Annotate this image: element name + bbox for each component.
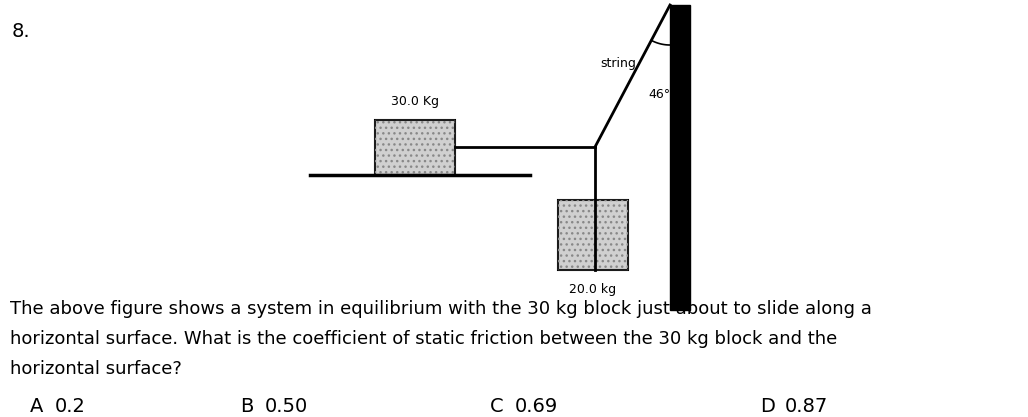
Text: 0.2: 0.2: [56, 397, 86, 416]
Text: C: C: [490, 397, 504, 416]
Text: 0.50: 0.50: [265, 397, 308, 416]
Text: horizontal surface. What is the coefficient of static friction between the 30 kg: horizontal surface. What is the coeffici…: [10, 330, 837, 348]
Bar: [558, 200, 628, 270]
Text: 30.0 Kg: 30.0 Kg: [391, 95, 439, 108]
Text: B: B: [240, 397, 253, 416]
Text: 0.69: 0.69: [515, 397, 558, 416]
Text: 46°: 46°: [648, 88, 670, 101]
Text: A: A: [30, 397, 43, 416]
Bar: [558, 200, 628, 270]
Text: D: D: [760, 397, 775, 416]
Text: 8.: 8.: [12, 22, 31, 41]
Text: 0.87: 0.87: [785, 397, 829, 416]
Text: horizontal surface?: horizontal surface?: [10, 360, 182, 378]
Bar: [375, 120, 455, 175]
Bar: [375, 120, 455, 175]
Text: The above figure shows a system in equilibrium with the 30 kg block just about t: The above figure shows a system in equil…: [10, 300, 872, 318]
Bar: [670, 5, 690, 310]
Text: string: string: [600, 57, 636, 70]
Text: 20.0 kg: 20.0 kg: [570, 283, 617, 296]
